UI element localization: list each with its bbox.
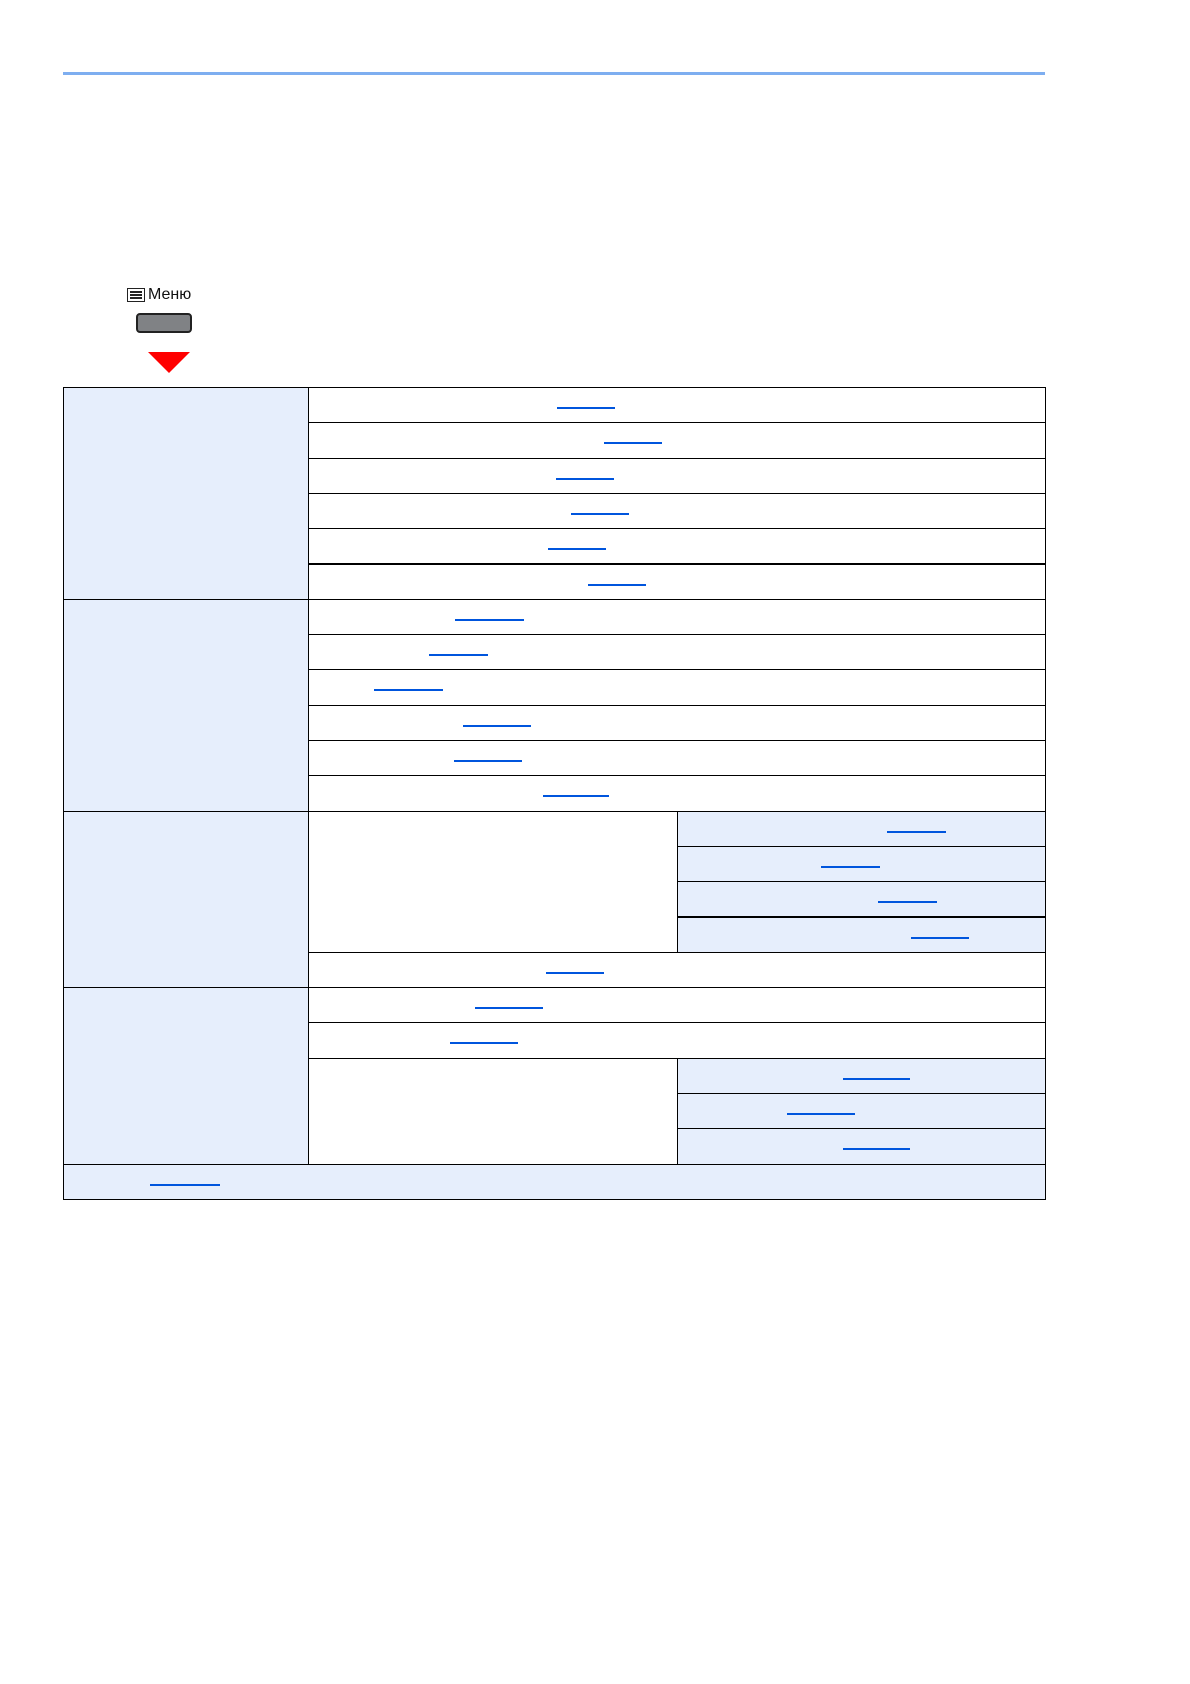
submenu-row	[677, 881, 1046, 918]
page-link[interactable]	[887, 830, 946, 833]
group-cell	[63, 987, 309, 1165]
menu-row	[308, 704, 1046, 741]
page-link[interactable]	[429, 654, 488, 657]
submenu-cell	[308, 810, 678, 953]
menu-row	[308, 563, 1046, 600]
menu-row	[308, 1022, 1046, 1059]
menu-row	[308, 987, 1046, 1024]
page-link[interactable]	[454, 760, 522, 762]
page-link[interactable]	[843, 1077, 910, 1080]
page-link[interactable]	[455, 618, 524, 621]
menu-key-button[interactable]	[136, 313, 192, 333]
page-link[interactable]	[911, 936, 969, 939]
page-link[interactable]	[878, 901, 937, 904]
menu-row	[308, 634, 1046, 671]
menu-row	[63, 1163, 1046, 1200]
menu-row	[308, 457, 1046, 494]
menu-list-icon	[127, 288, 145, 302]
menu-row	[308, 740, 1046, 777]
page-link[interactable]	[588, 583, 646, 586]
page-link[interactable]	[787, 1113, 855, 1115]
page-link[interactable]	[546, 971, 604, 974]
header-rule	[63, 72, 1045, 75]
menu-row	[308, 775, 1046, 812]
menu-row	[308, 528, 1046, 565]
submenu-row	[677, 810, 1046, 847]
submenu-row	[677, 1128, 1046, 1165]
submenu-row	[677, 1057, 1046, 1094]
menu-row	[308, 951, 1046, 989]
page-link[interactable]	[556, 477, 614, 480]
page-link[interactable]	[571, 512, 629, 515]
page-link[interactable]	[557, 407, 615, 409]
menu-row	[308, 422, 1046, 459]
menu-row	[308, 387, 1046, 424]
menu-text: Меню	[148, 286, 192, 303]
submenu-row	[677, 916, 1046, 953]
page-link[interactable]	[821, 865, 880, 868]
page-link[interactable]	[548, 548, 606, 551]
submenu-row	[677, 845, 1046, 883]
page-link[interactable]	[604, 442, 662, 445]
page-link[interactable]	[150, 1183, 220, 1186]
page-link[interactable]	[450, 1042, 518, 1045]
down-arrow-icon	[148, 352, 190, 373]
group-cell	[63, 810, 309, 989]
page-link[interactable]	[843, 1148, 910, 1151]
submenu-cell	[308, 1057, 678, 1165]
page-link[interactable]	[463, 724, 531, 727]
page-link[interactable]	[543, 795, 609, 798]
submenu-row	[677, 1093, 1046, 1130]
group-cell	[63, 598, 309, 812]
menu-row	[308, 492, 1046, 530]
group-cell	[63, 387, 309, 600]
menu-row	[308, 598, 1046, 636]
menu-row	[308, 669, 1046, 706]
page-link[interactable]	[475, 1007, 543, 1010]
page-link[interactable]	[374, 689, 443, 692]
menu-key-label: Меню	[127, 286, 191, 304]
